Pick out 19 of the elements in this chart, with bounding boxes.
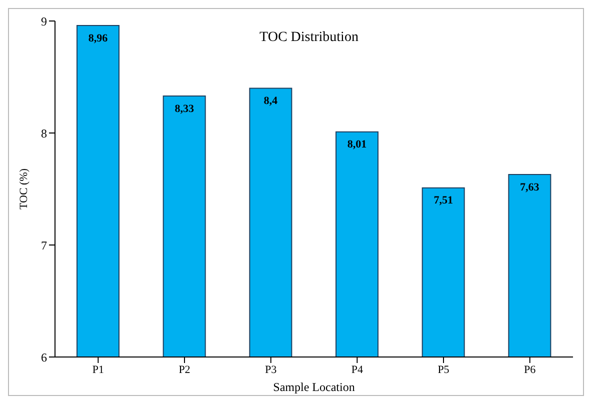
data-label: 8,01 <box>347 138 367 151</box>
text: TOC Distribution <box>260 30 358 45</box>
y-tick-label: 7 <box>41 238 47 252</box>
data-label: 8,4 <box>264 95 278 108</box>
y-tick-label: 6 <box>41 350 47 364</box>
x-tick-label: P3 <box>265 364 278 376</box>
data-label: 7,63 <box>520 181 540 194</box>
data-label: 8,33 <box>174 102 194 115</box>
x-axis-title: Sample Location <box>273 380 355 394</box>
x-tick-label: P2 <box>178 364 190 376</box>
y-tick-label: 9 <box>41 14 47 28</box>
y-tick-label: 8 <box>41 126 47 140</box>
x-tick-label: P6 <box>524 364 536 376</box>
data-label: 8,96 <box>88 32 108 44</box>
y-axis-title: TOC (%) <box>18 168 30 210</box>
data-label: 7,51 <box>434 194 453 207</box>
x-tick-label: P1 <box>92 364 104 376</box>
x-tick-label: P5 <box>438 364 450 376</box>
x-tick-label: P4 <box>351 364 364 376</box>
